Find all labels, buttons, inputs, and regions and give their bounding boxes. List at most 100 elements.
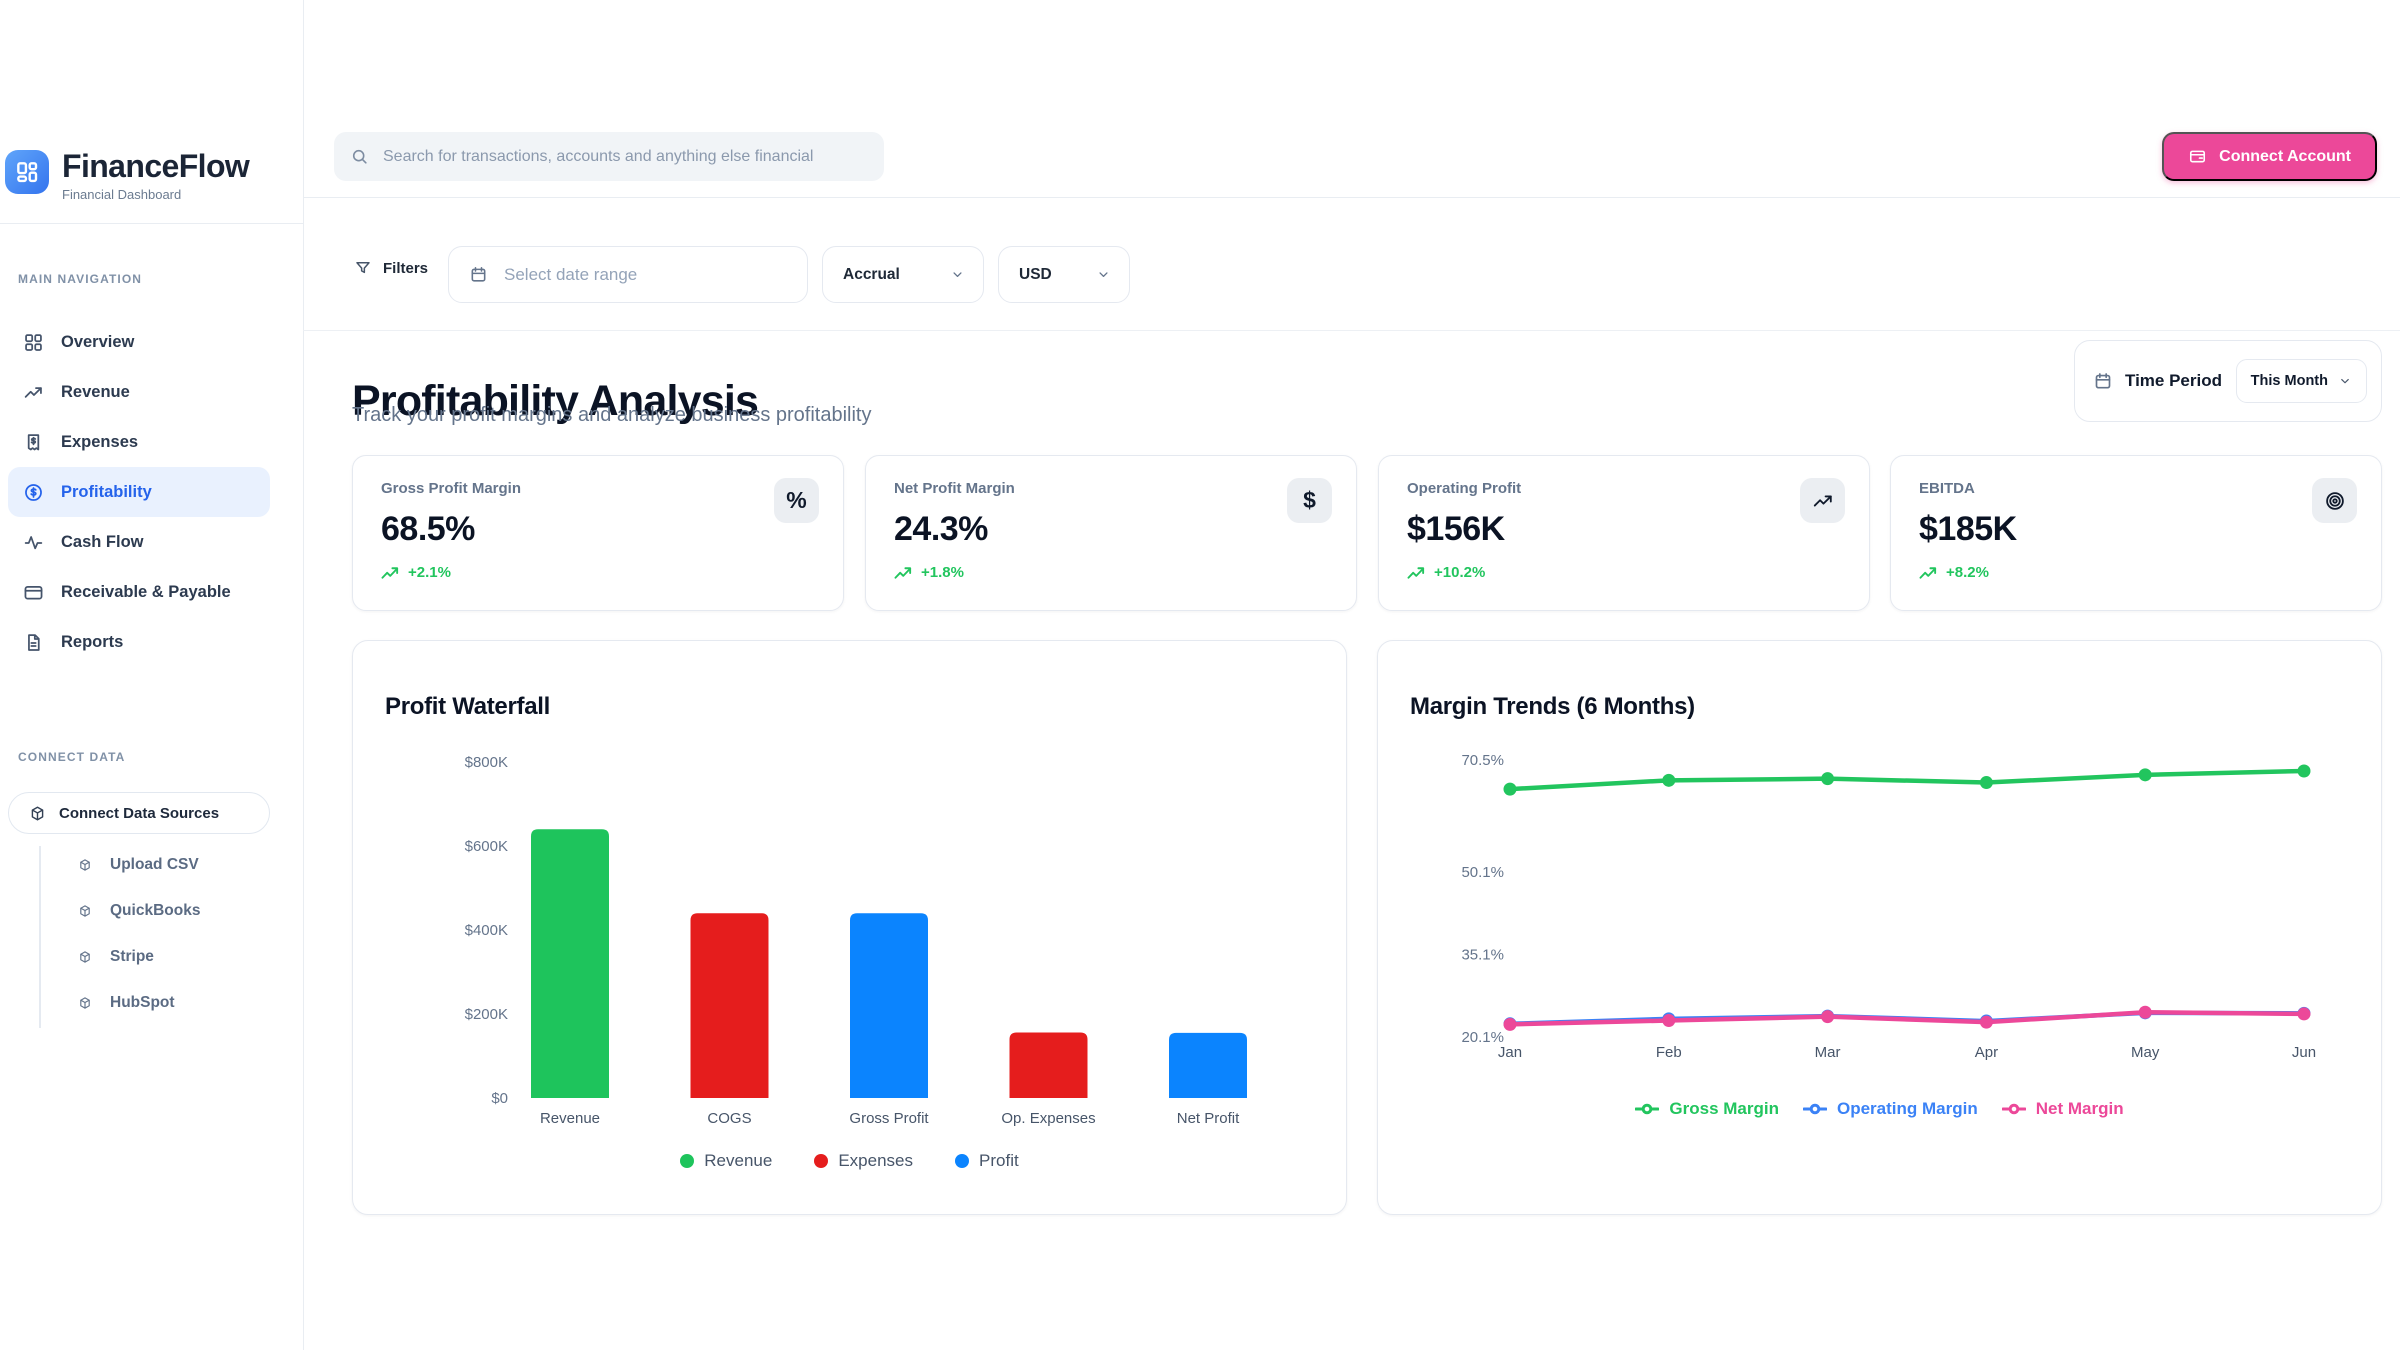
svg-text:Net Profit: Net Profit bbox=[1177, 1110, 1240, 1127]
connect-account-button[interactable]: Connect Account bbox=[2162, 132, 2377, 181]
kpi-card-ebitda: EBITDA $185K +8.2% bbox=[1890, 455, 2382, 611]
sidebar-item-reports[interactable]: Reports bbox=[8, 617, 270, 667]
dollar-icon: $ bbox=[1287, 478, 1332, 523]
sidebar-item-cash-flow[interactable]: Cash Flow bbox=[8, 517, 270, 567]
date-range-input[interactable] bbox=[502, 263, 787, 286]
activity-icon bbox=[24, 535, 43, 549]
search-input[interactable] bbox=[381, 146, 868, 167]
svg-text:Op. Expenses: Op. Expenses bbox=[1001, 1110, 1095, 1127]
margin-trends-card: 70.5% 50.1% 35.1% 20.1% Jan Feb Mar Apr May Jun M… bbox=[1377, 640, 2382, 1215]
data-source-hubspot[interactable]: HubSpot bbox=[0, 980, 303, 1026]
chart-title: Margin Trends (6 Months) bbox=[1410, 692, 1695, 720]
target-icon bbox=[2312, 478, 2357, 523]
trending-up-icon bbox=[894, 566, 912, 579]
topbar-divider bbox=[303, 197, 2400, 198]
cube-icon bbox=[80, 905, 90, 917]
sidebar-item-revenue[interactable]: Revenue bbox=[8, 367, 270, 417]
time-period-control: Time Period This Month bbox=[2074, 340, 2382, 422]
data-source-label: Stripe bbox=[110, 948, 154, 965]
sidebar-item-label: Cash Flow bbox=[61, 532, 144, 551]
app-name: FinanceFlow bbox=[62, 148, 250, 184]
sidebar-divider bbox=[0, 223, 303, 224]
data-source-label: QuickBooks bbox=[110, 902, 201, 919]
trending-up-icon bbox=[24, 386, 42, 398]
funnel-icon bbox=[356, 262, 370, 274]
currency-select[interactable]: USD bbox=[998, 246, 1130, 303]
cube-icon bbox=[31, 806, 44, 820]
sidebar: FinanceFlow Financial Dashboard MAIN NAV… bbox=[0, 0, 304, 1350]
legend-dot bbox=[955, 1154, 970, 1168]
sidebar-item-label: Expenses bbox=[61, 432, 139, 451]
trending-up-icon bbox=[381, 566, 399, 579]
kpi-change: +10.2% bbox=[1407, 564, 1845, 581]
legend-dot bbox=[680, 1154, 695, 1168]
svg-text:$600K: $600K bbox=[465, 838, 508, 855]
profit-waterfall-chart: $800K $600K $400K $200K $0 Revenue COGS Gross P… bbox=[465, 754, 1247, 1127]
data-source-upload-csv[interactable]: Upload CSV bbox=[0, 842, 303, 888]
tree-guide-line bbox=[39, 846, 41, 1028]
legend-label: Gross Margin bbox=[1669, 1099, 1779, 1118]
sidebar-item-profitability[interactable]: Profitability bbox=[8, 467, 270, 517]
chevron-down-icon bbox=[953, 272, 962, 277]
margin-trends-chart: 70.5% 50.1% 35.1% 20.1%Jan Feb Mar Apr May Jun bbox=[1461, 752, 2316, 1061]
kpi-value: 24.3% bbox=[894, 510, 988, 548]
section-main-navigation: MAIN NAVIGATION bbox=[18, 272, 143, 286]
chart-title: Profit Waterfall bbox=[385, 692, 550, 720]
margin-trends-legend: Gross Margin Operating Margin Net Margin bbox=[1378, 1099, 2381, 1119]
sidebar-item-expenses[interactable]: Expenses bbox=[8, 417, 270, 467]
connect-data-sources-button[interactable]: Connect Data Sources bbox=[8, 792, 270, 834]
trending-up-icon bbox=[1407, 566, 1425, 579]
sidebar-item-overview[interactable]: Overview bbox=[8, 317, 270, 367]
data-source-label: Upload CSV bbox=[110, 856, 199, 873]
trending-up-icon bbox=[1919, 566, 1937, 579]
filters-divider bbox=[303, 330, 2400, 331]
sidebar-item-label: Receivable & Payable bbox=[61, 582, 231, 601]
svg-text:COGS: COGS bbox=[707, 1110, 751, 1127]
svg-text:$200K: $200K bbox=[465, 1006, 508, 1023]
kpi-label: Net Profit Margin bbox=[894, 480, 1015, 497]
legend-label: Operating Margin bbox=[1837, 1099, 1978, 1118]
connect-account-label: Connect Account bbox=[2219, 147, 2351, 165]
kpi-change: +2.1% bbox=[381, 564, 819, 581]
time-period-select[interactable]: This Month bbox=[2235, 359, 2367, 403]
sidebar-item-label: Overview bbox=[61, 332, 135, 351]
legend-label: Expenses bbox=[838, 1151, 914, 1170]
svg-text:Jun: Jun bbox=[2292, 1044, 2316, 1061]
accounting-basis-select[interactable]: Accrual bbox=[822, 246, 984, 303]
time-period-label: Time Period bbox=[2125, 371, 2222, 390]
credit-card-icon bbox=[24, 585, 43, 599]
kpi-change: +8.2% bbox=[1919, 564, 2357, 581]
sidebar-item-label: Revenue bbox=[61, 382, 130, 401]
dollar-circle-icon bbox=[25, 483, 42, 501]
data-source-stripe[interactable]: Stripe bbox=[0, 934, 303, 980]
calendar-icon bbox=[2095, 373, 2111, 389]
chevron-down-icon bbox=[1099, 272, 1108, 277]
legend-item: Operating Margin bbox=[1803, 1099, 1978, 1119]
line-dot-marker-icon bbox=[1803, 1103, 1827, 1115]
sidebar-item-receivable-payable[interactable]: Receivable & Payable bbox=[8, 567, 270, 617]
filters-toggle[interactable]: Filters bbox=[354, 259, 428, 277]
section-connect-data: CONNECT DATA bbox=[18, 750, 126, 764]
global-search[interactable] bbox=[334, 132, 884, 181]
legend-item: Expenses bbox=[814, 1151, 913, 1171]
svg-text:Apr: Apr bbox=[1975, 1044, 1998, 1061]
logo: FinanceFlow Financial Dashboard bbox=[5, 148, 250, 202]
line-dot-marker-icon bbox=[2001, 1103, 2026, 1115]
search-icon bbox=[352, 149, 367, 164]
sidebar-item-label: Profitability bbox=[61, 482, 152, 501]
kpi-card-net-profit-margin: Net Profit Margin 24.3% +1.8% $ bbox=[865, 455, 1357, 611]
kpi-label: EBITDA bbox=[1919, 480, 1975, 497]
svg-text:Gross Profit: Gross Profit bbox=[849, 1110, 929, 1127]
svg-text:Feb: Feb bbox=[1656, 1044, 1682, 1061]
date-range-field[interactable] bbox=[448, 246, 808, 303]
svg-text:50.1%: 50.1% bbox=[1461, 864, 1504, 881]
svg-text:$0: $0 bbox=[491, 1090, 508, 1107]
svg-text:35.1%: 35.1% bbox=[1461, 947, 1504, 964]
legend-label: Revenue bbox=[704, 1151, 773, 1170]
profit-waterfall-card: $800K $600K $400K $200K $0 Revenue COGS Gross P… bbox=[352, 640, 1347, 1215]
time-period-value: This Month bbox=[2250, 373, 2328, 389]
kpi-card-operating-profit: Operating Profit $156K +10.2% bbox=[1378, 455, 1870, 611]
percent-icon: % bbox=[774, 478, 819, 523]
data-source-quickbooks[interactable]: QuickBooks bbox=[0, 888, 303, 934]
kpi-label: Gross Profit Margin bbox=[381, 480, 522, 497]
